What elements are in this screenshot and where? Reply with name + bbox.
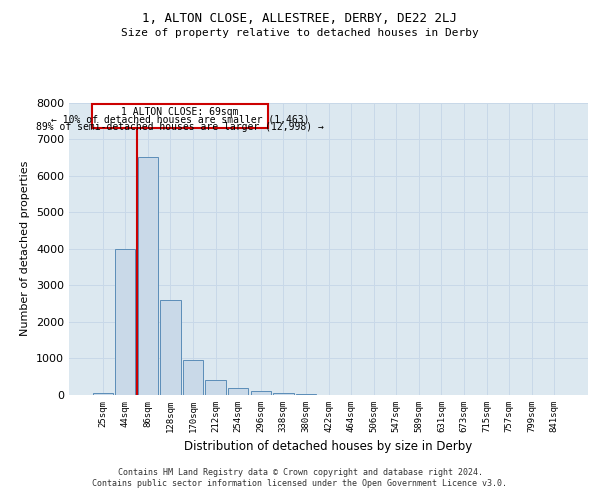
Bar [160, 300, 181, 395]
Bar [92, 104, 268, 128]
Y-axis label: Number of detached properties: Number of detached properties [20, 161, 31, 336]
Bar [183, 360, 203, 395]
Bar [273, 393, 293, 395]
X-axis label: Distribution of detached houses by size in Derby: Distribution of detached houses by size … [184, 440, 473, 454]
Text: 89% of semi-detached houses are larger (12,998) →: 89% of semi-detached houses are larger (… [36, 122, 324, 132]
Bar [115, 249, 136, 395]
Text: ← 10% of detached houses are smaller (1,463): ← 10% of detached houses are smaller (1,… [51, 114, 309, 124]
Bar [92, 393, 113, 395]
Bar [205, 380, 226, 395]
Text: 1, ALTON CLOSE, ALLESTREE, DERBY, DE22 2LJ: 1, ALTON CLOSE, ALLESTREE, DERBY, DE22 2… [143, 12, 458, 26]
Text: Size of property relative to detached houses in Derby: Size of property relative to detached ho… [121, 28, 479, 38]
Text: Contains HM Land Registry data © Crown copyright and database right 2024.
Contai: Contains HM Land Registry data © Crown c… [92, 468, 508, 487]
Bar [228, 388, 248, 395]
Text: 1 ALTON CLOSE: 69sqm: 1 ALTON CLOSE: 69sqm [121, 108, 239, 118]
Bar [251, 392, 271, 395]
Bar [138, 158, 158, 395]
Bar [296, 394, 316, 395]
